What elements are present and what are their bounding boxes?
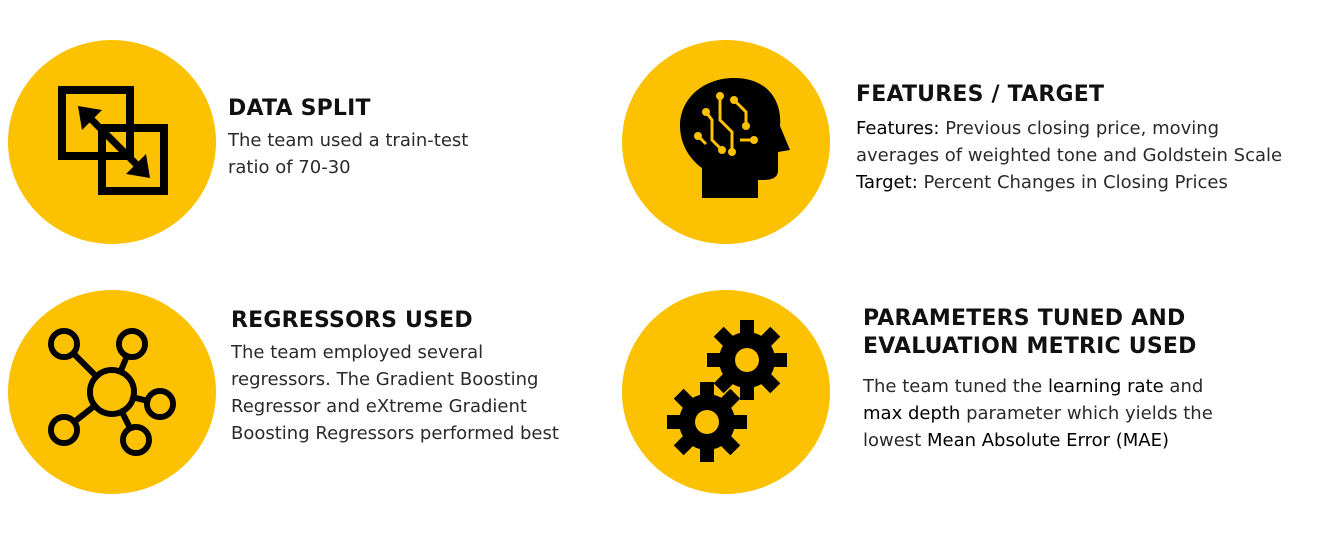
parameters-text-part: lowest [863,430,927,451]
features-line: Features: Previous closing price, moving [856,115,1282,142]
data-split-line: The team used a train-test [228,130,469,151]
data-split-block: DATA SPLIT The team used a train-test ra… [228,95,468,181]
data-split-text: The team used a train-test ratio of 70-3… [228,127,468,181]
parameters-block: PARAMETERS TUNED AND EVALUATION METRIC U… [863,305,1213,454]
parameters-line: lowest Mean Absolute Error (MAE) [863,427,1213,454]
target-value: Percent Changes in Closing Prices [917,172,1228,193]
regressors-line: Regressor and eXtreme Gradient [231,396,527,417]
ai-head-icon [680,78,790,198]
features-block: FEATURES / TARGET Features: Previous clo… [856,81,1282,196]
features-text: Features: Previous closing price, moving… [856,115,1282,196]
parameters-text-part: and [1163,376,1204,397]
features-title: FEATURES / TARGET [856,82,1105,107]
features-line: averages of weighted tone and Goldstein … [856,145,1283,166]
parameters-text-part: The team tuned the [863,376,1048,397]
regressors-line: The team employed several [231,342,484,363]
resize-arrows-icon [58,86,168,195]
regressors-block: REGRESSORS USED The team employed severa… [231,307,559,447]
regressors-line: regressors. The Gradient Boosting [231,369,539,390]
regressors-circle [8,290,216,494]
data-split-circle [8,40,216,244]
mae-term: Mean Absolute Error (MAE) [926,430,1169,451]
parameters-circle [622,290,830,494]
learning-rate-term: learning rate [1047,376,1164,397]
regressors-text: The team employed several regressors. Th… [231,339,559,447]
network-icon [48,328,176,456]
features-label: Features: [856,118,940,139]
parameters-line: The team tuned the learning rate and [863,373,1213,400]
features-value: Previous closing price, moving [939,118,1220,139]
parameters-text: The team tuned the learning rate and max… [863,373,1213,454]
gears-icon [667,320,787,462]
parameters-title-line: PARAMETERS TUNED AND [863,306,1186,331]
data-split-line: ratio of 70-30 [228,157,351,178]
target-line: Target: Percent Changes in Closing Price… [856,169,1282,196]
parameters-title-line: EVALUATION METRIC USED [863,334,1197,359]
parameters-title: PARAMETERS TUNED AND EVALUATION METRIC U… [863,305,1213,361]
target-label: Target: [856,172,918,193]
regressors-line: Boosting Regressors performed best [231,423,559,444]
parameters-text-part: parameter which yields the [960,403,1213,424]
parameters-line: max depth parameter which yields the [863,400,1213,427]
regressors-title: REGRESSORS USED [231,308,473,333]
data-split-title: DATA SPLIT [228,96,371,121]
max-depth-term: max depth [863,403,961,424]
features-circle [622,40,830,244]
